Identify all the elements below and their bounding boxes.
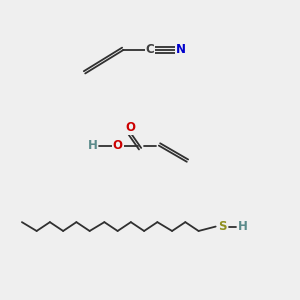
Text: H: H (238, 220, 248, 233)
Text: H: H (88, 139, 98, 152)
Text: N: N (176, 44, 186, 56)
Text: O: O (112, 139, 123, 152)
Text: O: O (126, 122, 136, 134)
Text: C: C (146, 44, 154, 56)
Text: S: S (218, 220, 226, 233)
